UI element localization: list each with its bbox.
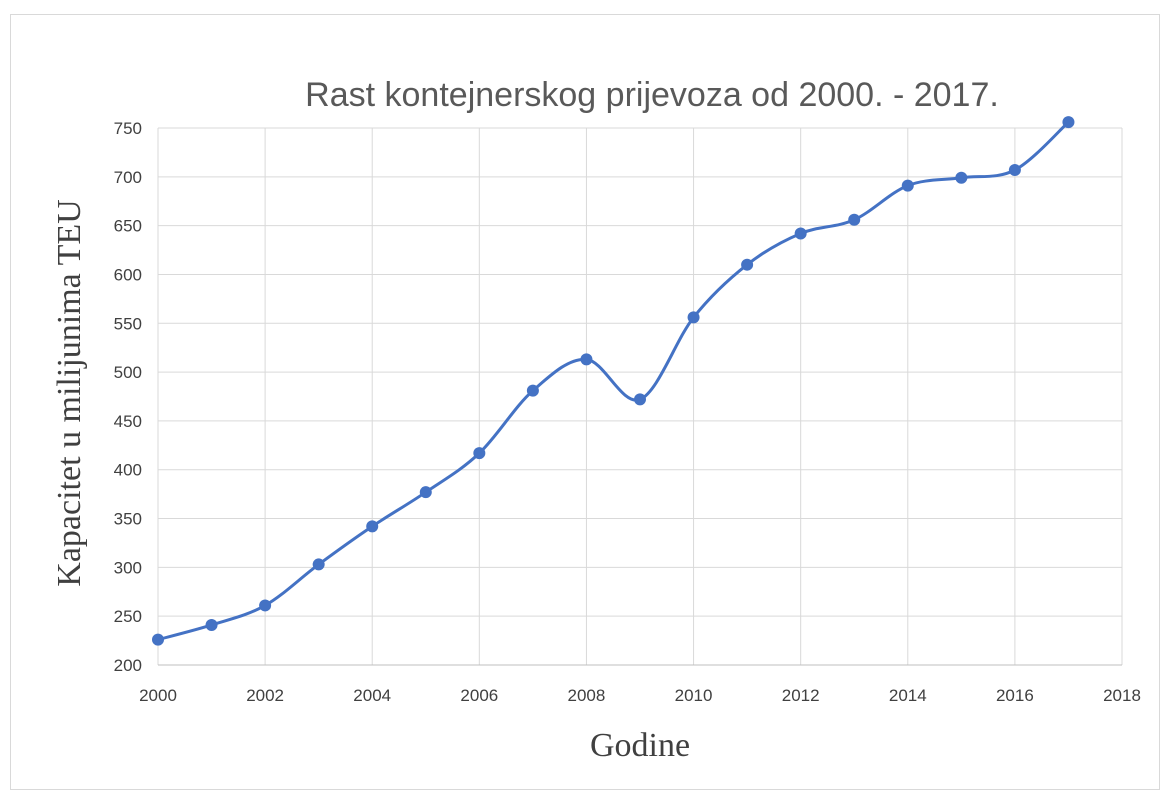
data-point (634, 393, 646, 406)
x-tick-label: 2012 (782, 686, 820, 705)
data-point (312, 558, 325, 571)
y-tick-label: 200 (114, 656, 142, 675)
x-tick-label: 2008 (568, 686, 606, 705)
y-axis-title: Kapacitet u milijunima TEU (51, 199, 88, 586)
x-axis-title: Godine (590, 727, 690, 764)
data-point (205, 618, 218, 631)
data-point (366, 520, 379, 533)
data-point (152, 633, 164, 646)
x-tick-label: 2018 (1103, 686, 1141, 705)
x-tick-label: 2000 (139, 686, 177, 705)
x-tick-label: 2002 (246, 686, 284, 705)
data-point (1008, 163, 1021, 176)
data-point (741, 258, 754, 271)
y-tick-label: 550 (114, 314, 142, 333)
series-line (157, 121, 1070, 642)
y-tick-label: 350 (114, 510, 142, 529)
x-tick-label: 2004 (353, 686, 391, 705)
data-point (419, 486, 432, 499)
y-tick-label: 300 (114, 558, 142, 577)
y-tick-label: 650 (114, 217, 142, 236)
x-tick-label: 2016 (996, 686, 1034, 705)
y-tick-label: 400 (114, 461, 142, 480)
x-tick-label: 2010 (675, 686, 713, 705)
data-point (794, 227, 807, 240)
data-point (848, 213, 861, 226)
y-tick-label: 600 (114, 265, 142, 284)
x-tick-label: 2006 (460, 686, 498, 705)
data-point (473, 447, 486, 460)
x-axis-ticks: 2000 2002 2004 2006 2008 2010 2012 2014 2016 2018 (139, 686, 1141, 705)
data-point (687, 311, 700, 324)
data-point (901, 179, 914, 192)
gridlines (157, 127, 1123, 666)
data-point (580, 353, 593, 366)
y-tick-label: 450 (114, 412, 142, 431)
y-tick-label: 250 (114, 607, 142, 626)
data-point (259, 599, 272, 612)
chart-title: Rast kontejnerskog prijevoza od 2000. - … (305, 76, 999, 114)
data-points (152, 116, 1075, 646)
data-point (1062, 116, 1075, 129)
y-tick-label: 700 (114, 168, 142, 187)
chart-frame (10, 14, 1160, 790)
data-point (526, 384, 539, 397)
y-tick-label: 500 (114, 363, 142, 382)
y-tick-label: 750 (114, 119, 142, 138)
y-axis-ticks: 200 250 300 350 400 450 500 550 600 650 700 750 (114, 119, 142, 675)
data-point (955, 171, 968, 184)
x-tick-label: 2014 (889, 686, 927, 705)
